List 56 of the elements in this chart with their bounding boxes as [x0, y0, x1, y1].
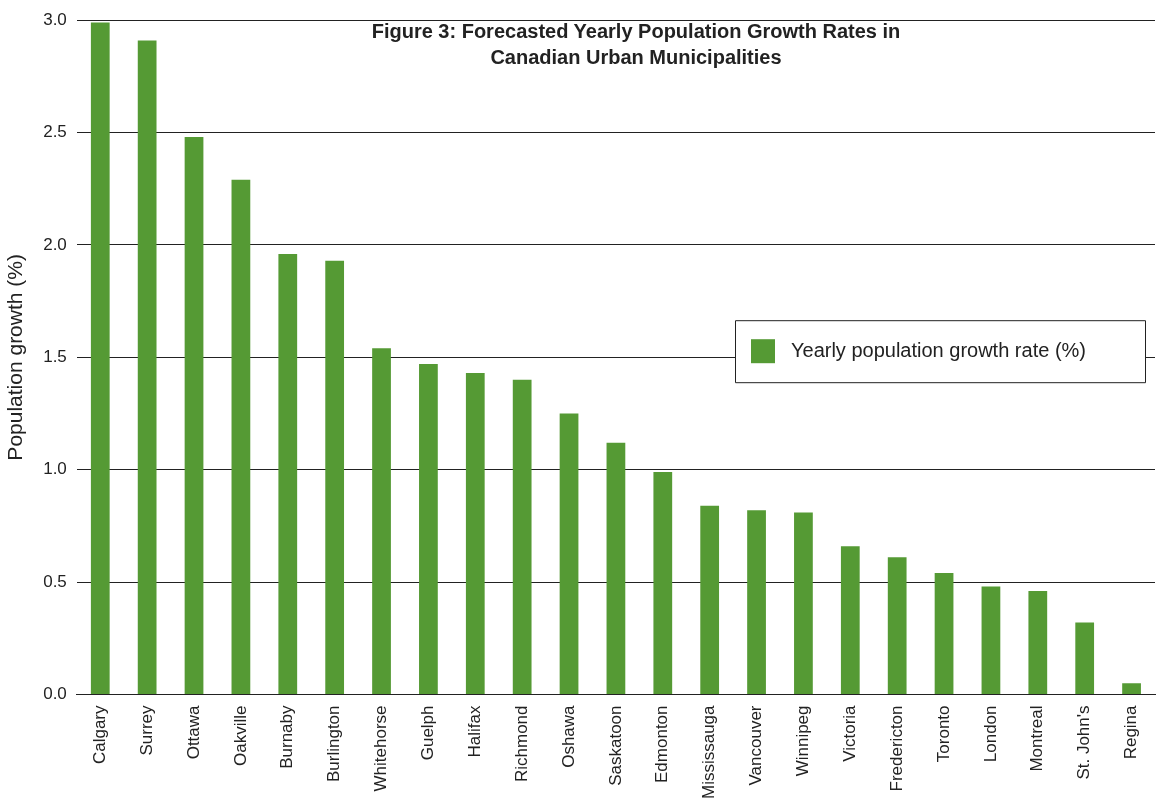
bar	[512, 379, 532, 694]
bar	[747, 510, 766, 694]
text: Figure 3: Forecasted Yearly Population Growth Rates in Canadian Urban Municipalities	[371, 19, 901, 68]
bar	[90, 22, 110, 694]
x-tick-label: Winnipeg	[793, 705, 813, 777]
x-tick-label: London	[980, 705, 1000, 763]
y-tick-label: 0.0	[43, 684, 67, 704]
y-tick-label: 0.5	[43, 571, 67, 591]
bar	[934, 573, 954, 694]
x-tick-label: Edmonton	[652, 705, 672, 783]
bar	[794, 512, 813, 694]
bar	[372, 348, 391, 694]
x-tick-label: Saskatoon	[605, 705, 625, 786]
x-tick-label: Vancouver	[746, 705, 766, 786]
x-tick-label: Halifax	[464, 704, 484, 758]
y-axis-title: Population growth (%)	[3, 254, 27, 461]
y-tick-label: 2.0	[43, 234, 67, 254]
y-tick-label: 3.0	[43, 9, 67, 29]
x-tick-label: Guelph	[418, 705, 438, 761]
x-tick-label: Calgary	[89, 704, 109, 765]
bar	[184, 137, 204, 694]
x-tick-label: Regina	[1121, 704, 1141, 760]
y-tick-label: 1.5	[43, 347, 67, 367]
x-tick-label: Fredericton	[886, 705, 906, 792]
x-tick-label: Mississauga	[699, 704, 719, 800]
bar	[653, 471, 673, 694]
bar	[1075, 622, 1095, 694]
x-tick-label: Richmond	[511, 705, 531, 783]
bar	[465, 373, 485, 694]
x-tick-label: Ottawa	[183, 704, 203, 760]
bar	[840, 546, 860, 694]
bar	[1028, 591, 1048, 694]
legend-label: Yearly population growth rate (%)	[791, 338, 1086, 361]
x-tick-label: Burnaby	[277, 704, 297, 769]
bar	[981, 586, 1001, 694]
bar	[419, 364, 438, 694]
bar	[887, 557, 907, 694]
y-tick-label: 1.0	[43, 459, 67, 479]
x-tick-label: Victoria	[839, 704, 859, 762]
bar	[278, 253, 298, 694]
bar	[606, 442, 626, 694]
x-tick-label: Surrey	[136, 704, 156, 756]
x-tick-label: Whitehorse	[371, 705, 391, 792]
bar	[559, 413, 579, 694]
bar	[231, 179, 251, 694]
x-tick-label: Oshawa	[558, 704, 578, 768]
bar	[325, 260, 345, 694]
bar	[137, 40, 157, 694]
x-tick-label: St. John's	[1074, 705, 1094, 780]
x-tick-label: Burlington	[324, 705, 344, 783]
y-tick-label: 2.5	[43, 122, 67, 142]
x-tick-label: Montreal	[1027, 705, 1047, 772]
bar	[700, 505, 720, 694]
bar	[1122, 683, 1141, 694]
x-tick-label: Toronto	[933, 705, 953, 763]
x-tick-label: Oakville	[230, 705, 250, 766]
